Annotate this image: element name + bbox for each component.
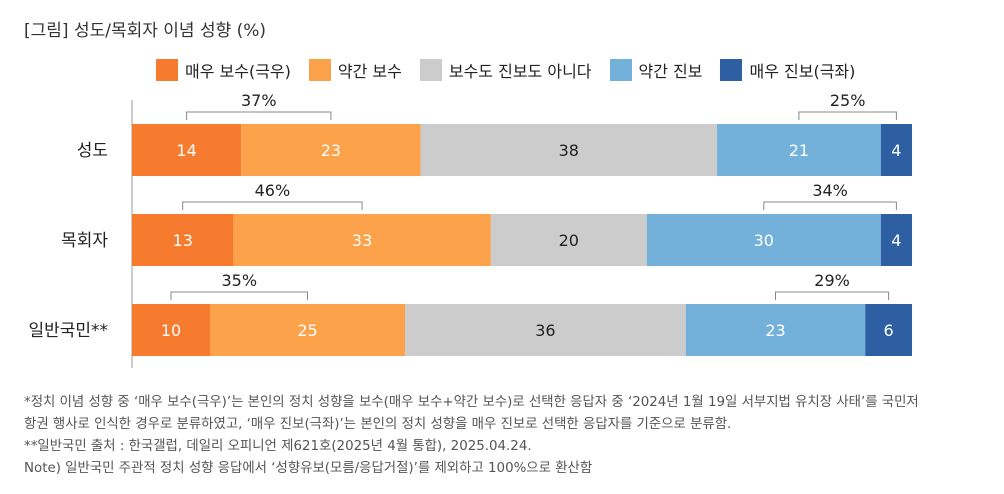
footnotes: *정치 이념 성향 중 ‘매우 보수(극우)’는 본인의 정치 성향을 보수(매… (24, 392, 992, 480)
legend-label-somewhat-conservative: 약간 보수 (337, 62, 402, 81)
conservative-bracket (170, 291, 308, 300)
bar-value-label: 10 (161, 321, 181, 340)
bar-value-label: 23 (321, 141, 341, 160)
bar-value-label: 38 (559, 141, 579, 160)
progressive-total-label: 29% (814, 271, 850, 290)
bar-segment (132, 214, 234, 266)
stacked-bar-chart: 성도 14 23 38 21 4 37% 25% 목회자 13 33 20 30 4 46% 34% 일반국민*… (28, 91, 912, 368)
progressive-bracket (775, 291, 890, 300)
bar-value-label: 6 (884, 321, 894, 340)
bar-segment (210, 304, 405, 356)
footnote-4: Note) 일반국민 주관적 정치 성향 응답에서 ‘성향유보(모름/응답거절)… (24, 461, 593, 476)
bar-segment (880, 124, 912, 176)
progressive-bracket (763, 201, 897, 210)
bar-segment (233, 214, 491, 266)
bar-value-label: 4 (891, 141, 901, 160)
bar-value-label: 20 (559, 231, 579, 250)
progressive-total-label: 34% (812, 181, 848, 200)
legend-item-very-progressive: 매우 진보(극좌) (720, 58, 855, 82)
bar-value-label: 13 (173, 231, 193, 250)
legend-item-neither: 보수도 진보도 아니다 (419, 58, 592, 82)
bar-value-label: 4 (891, 231, 901, 250)
legend-swatch-neither (419, 59, 442, 81)
legend-label-very-conservative: 매우 보수(극우) (185, 62, 291, 81)
bar-value-label: 33 (352, 231, 372, 250)
conservative-total-label: 35% (221, 271, 257, 290)
legend-label-neither: 보수도 진보도 아니다 (448, 62, 592, 81)
legend-item-somewhat-progressive: 약간 진보 (609, 58, 703, 82)
bar-segment (132, 304, 210, 356)
bar-segment (865, 304, 912, 356)
bar-segment (405, 304, 686, 356)
legend-swatch-very-conservative (156, 59, 178, 81)
category-label: 성도 (77, 141, 108, 161)
category-label: 목회자 (61, 231, 108, 251)
conservative-bracket (182, 201, 363, 210)
footnote-1: *정치 이념 성향 중 ‘매우 보수(극우)’는 본인의 정치 성향을 보수(매… (24, 395, 919, 410)
conservative-bracket (186, 111, 332, 120)
bar-segment (646, 214, 881, 266)
legend-swatch-very-progressive (720, 59, 743, 81)
bar-segment (490, 214, 647, 266)
legend-item-somewhat-conservative: 약간 보수 (308, 58, 402, 82)
bar-value-label: 21 (789, 141, 809, 160)
chart-title: [그림] 성도/목회자 이념 성향 (%) (24, 21, 267, 41)
bar-value-label: 23 (765, 321, 785, 340)
legend: 매우 보수(극우) 약간 보수 보수도 진보도 아니다 약간 진보 매우 진보(… (156, 58, 855, 82)
bar-segment (241, 124, 421, 176)
progressive-bracket (798, 111, 897, 120)
footnote-2: 항권 행사로 인식한 경우로 분류하였고, ‘매우 진보(극좌)’는 본인의 정… (24, 417, 732, 432)
legend-label-very-progressive: 매우 진보(극좌) (749, 62, 856, 81)
bar-value-label: 14 (176, 141, 196, 160)
footnote-3: **일반국민 출처 : 한국갤럽, 데일리 오피니언 제621호(2025년 4… (24, 439, 532, 454)
legend-swatch-somewhat-conservative (308, 59, 331, 81)
legend-item-very-conservative: 매우 보수(극우) (156, 58, 291, 82)
bar-segment (132, 124, 242, 176)
bar-segment (420, 124, 717, 176)
category-label: 일반국민** (28, 321, 108, 341)
bar-value-label: 25 (297, 321, 317, 340)
legend-swatch-somewhat-progressive (609, 59, 632, 81)
legend-label-somewhat-progressive: 약간 진보 (638, 62, 703, 81)
conservative-total-label: 46% (255, 181, 291, 200)
bar-value-label: 30 (754, 231, 774, 250)
bar-value-label: 36 (535, 321, 555, 340)
progressive-total-label: 25% (830, 91, 866, 110)
bar-segment (880, 214, 912, 266)
bar-segment (717, 124, 881, 176)
bar-segment (685, 304, 866, 356)
conservative-total-label: 37% (241, 91, 277, 110)
